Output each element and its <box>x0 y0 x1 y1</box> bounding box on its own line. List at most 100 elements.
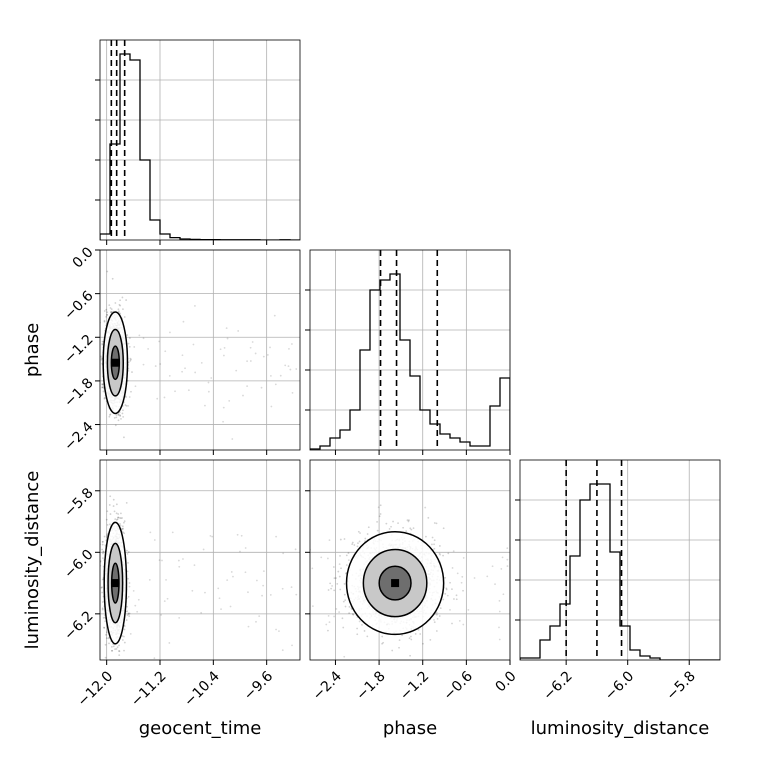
sample-point <box>118 303 121 306</box>
sample-point <box>98 574 100 576</box>
sample-point <box>184 367 186 370</box>
sample-point <box>431 536 434 539</box>
sample-point <box>281 649 284 652</box>
sample-point <box>130 390 132 393</box>
sample-point <box>340 567 342 570</box>
sample-point <box>433 547 436 550</box>
sample-point <box>397 522 399 525</box>
sample-point <box>244 547 247 549</box>
sample-point <box>123 532 126 535</box>
sample-point <box>260 386 263 389</box>
sample-point <box>122 527 124 530</box>
sample-point <box>129 357 132 360</box>
sample-point <box>103 320 106 323</box>
sample-point <box>101 548 104 551</box>
sample-point <box>101 383 103 386</box>
sample-point <box>112 505 115 507</box>
sample-point <box>127 551 130 553</box>
sample-point <box>284 364 287 367</box>
sample-point <box>118 310 120 313</box>
x-tick-label: −12.0 <box>75 668 117 710</box>
sample-point <box>410 638 413 641</box>
sample-point <box>290 586 293 589</box>
panel-phase-vs-geocent_time <box>95 249 301 455</box>
sample-point <box>132 589 135 592</box>
sample-point <box>111 277 114 280</box>
sample-point <box>218 597 221 600</box>
sample-point <box>158 559 161 562</box>
sample-point <box>356 633 359 636</box>
sample-point <box>358 540 361 543</box>
sample-point <box>222 354 225 357</box>
sample-point <box>187 389 190 392</box>
sample-point <box>118 650 121 653</box>
sample-point <box>125 396 127 399</box>
sample-point <box>104 620 107 623</box>
sample-point <box>153 657 156 660</box>
sample-point <box>101 386 103 389</box>
sample-point <box>123 628 126 631</box>
sample-point <box>127 404 130 407</box>
sample-point <box>385 522 388 525</box>
sample-point <box>410 635 412 638</box>
x-tick-label: −9.6 <box>241 668 276 703</box>
sample-point <box>182 320 185 323</box>
sample-point <box>200 361 203 364</box>
sample-point <box>275 535 278 538</box>
sample-point <box>275 628 277 631</box>
sample-point <box>102 616 105 619</box>
sample-point <box>244 571 247 574</box>
sample-point <box>409 654 411 657</box>
density-peak <box>111 358 120 367</box>
sample-point <box>282 552 285 555</box>
sample-point <box>103 396 106 399</box>
sample-point <box>119 299 122 302</box>
sample-point <box>112 498 115 501</box>
sample-point <box>291 644 293 647</box>
sample-point <box>128 345 131 348</box>
sample-point <box>127 613 130 616</box>
sample-point <box>104 643 107 646</box>
sample-point <box>109 523 111 526</box>
sample-point <box>148 578 151 581</box>
sample-point <box>462 589 464 592</box>
sample-point <box>249 360 252 362</box>
sample-point <box>433 539 436 542</box>
sample-point <box>111 649 113 652</box>
sample-point <box>258 615 261 618</box>
sample-point <box>435 611 438 614</box>
sample-point <box>247 625 250 628</box>
sample-point <box>117 516 120 519</box>
sample-point <box>106 533 109 536</box>
sample-point <box>117 516 120 519</box>
sample-point <box>269 346 271 349</box>
sample-point <box>333 577 336 580</box>
sample-point <box>105 315 108 318</box>
sample-point <box>193 564 196 567</box>
sample-point <box>382 641 385 644</box>
sample-point <box>406 519 409 522</box>
sample-point <box>101 601 104 603</box>
sample-point <box>109 413 112 416</box>
sample-point <box>269 594 272 596</box>
sample-point <box>110 645 113 648</box>
histogram-phase <box>310 273 510 450</box>
sample-point <box>232 575 234 578</box>
sample-point <box>270 405 273 408</box>
sample-point <box>247 591 249 594</box>
sample-point <box>398 639 401 641</box>
sample-point <box>414 633 417 635</box>
sample-point <box>103 626 106 629</box>
sample-point <box>366 533 369 535</box>
sample-point <box>164 350 167 353</box>
sample-point <box>127 577 129 580</box>
sample-point <box>329 582 332 585</box>
sample-point <box>181 370 183 373</box>
sample-point <box>262 355 265 358</box>
sample-point <box>106 631 108 634</box>
sample-point <box>123 520 126 523</box>
sample-point <box>121 528 124 531</box>
sample-point <box>126 610 129 613</box>
sample-point <box>115 503 118 506</box>
